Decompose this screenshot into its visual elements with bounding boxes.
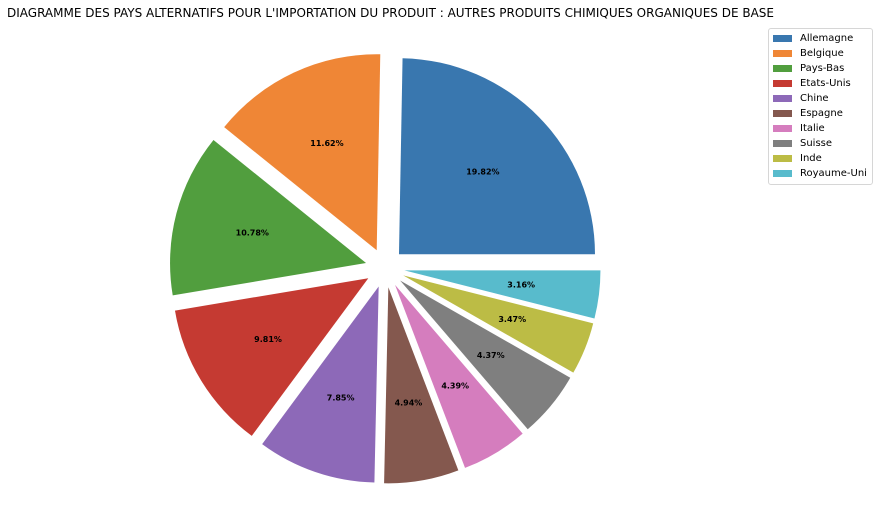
- slice-value-label: 9.81%: [254, 335, 282, 344]
- legend-swatch: [773, 140, 792, 147]
- pie-slice-chine: [262, 286, 379, 483]
- slice-value-label: 4.37%: [477, 351, 505, 360]
- slice-value-label: 7.85%: [327, 393, 355, 402]
- legend-item: Italie: [773, 121, 868, 136]
- legend-item: Espagne: [773, 106, 868, 121]
- legend-swatch: [773, 125, 792, 132]
- legend-swatch: [773, 170, 792, 177]
- pie-slice-etats-unis: [174, 278, 369, 436]
- pie-slice-italie: [395, 284, 523, 468]
- legend-item: Pays-Bas: [773, 61, 868, 76]
- legend-swatch: [773, 50, 792, 57]
- legend-label: Allemagne: [800, 33, 854, 44]
- pie-slice-belgique: [224, 54, 381, 251]
- chart-title: DIAGRAMME DES PAYS ALTERNATIFS POUR L'IM…: [7, 6, 775, 20]
- legend-item: Chine: [773, 91, 868, 106]
- legend-swatch: [773, 35, 792, 42]
- slice-value-label: 3.16%: [507, 280, 535, 289]
- legend-label: Pays-Bas: [800, 63, 845, 74]
- legend-label: Belgique: [800, 48, 844, 59]
- pie-slice-royaume-uni: [404, 270, 601, 319]
- slice-value-label: 19.82%: [466, 167, 499, 176]
- legend-item: Inde: [773, 151, 868, 166]
- slice-value-label: 10.78%: [236, 229, 269, 238]
- pie-slice-suisse: [400, 280, 571, 430]
- legend-label: Italie: [800, 123, 825, 134]
- legend-item: Belgique: [773, 46, 868, 61]
- legend-label: Chine: [800, 93, 829, 104]
- legend-label: Inde: [800, 153, 822, 164]
- legend-item: Suisse: [773, 136, 868, 151]
- pie-slice-inde: [403, 275, 594, 373]
- legend-swatch: [773, 80, 792, 87]
- legend-item: Royaume-Uni: [773, 166, 868, 181]
- legend-label: Etats-Unis: [800, 78, 851, 89]
- pie-slice-pays-bas: [170, 139, 367, 296]
- legend-swatch: [773, 155, 792, 162]
- slice-value-label: 4.94%: [395, 399, 423, 408]
- slice-value-label: 4.39%: [441, 381, 469, 390]
- legend-label: Espagne: [800, 108, 843, 119]
- legend: Allemagne Belgique Pays-Bas Etats-Unis Chine…: [768, 28, 873, 185]
- legend-item: Etats-Unis: [773, 76, 868, 91]
- legend-swatch: [773, 65, 792, 72]
- legend-swatch: [773, 110, 792, 117]
- legend-label: Royaume-Uni: [800, 168, 867, 179]
- legend-item: Allemagne: [773, 31, 868, 46]
- pie-slice-allemagne: [398, 58, 595, 255]
- legend-swatch: [773, 95, 792, 102]
- legend-label: Suisse: [800, 138, 833, 149]
- slice-value-label: 3.47%: [498, 315, 526, 324]
- slice-value-label: 11.62%: [310, 139, 343, 148]
- pie-slice-espagne: [384, 287, 459, 484]
